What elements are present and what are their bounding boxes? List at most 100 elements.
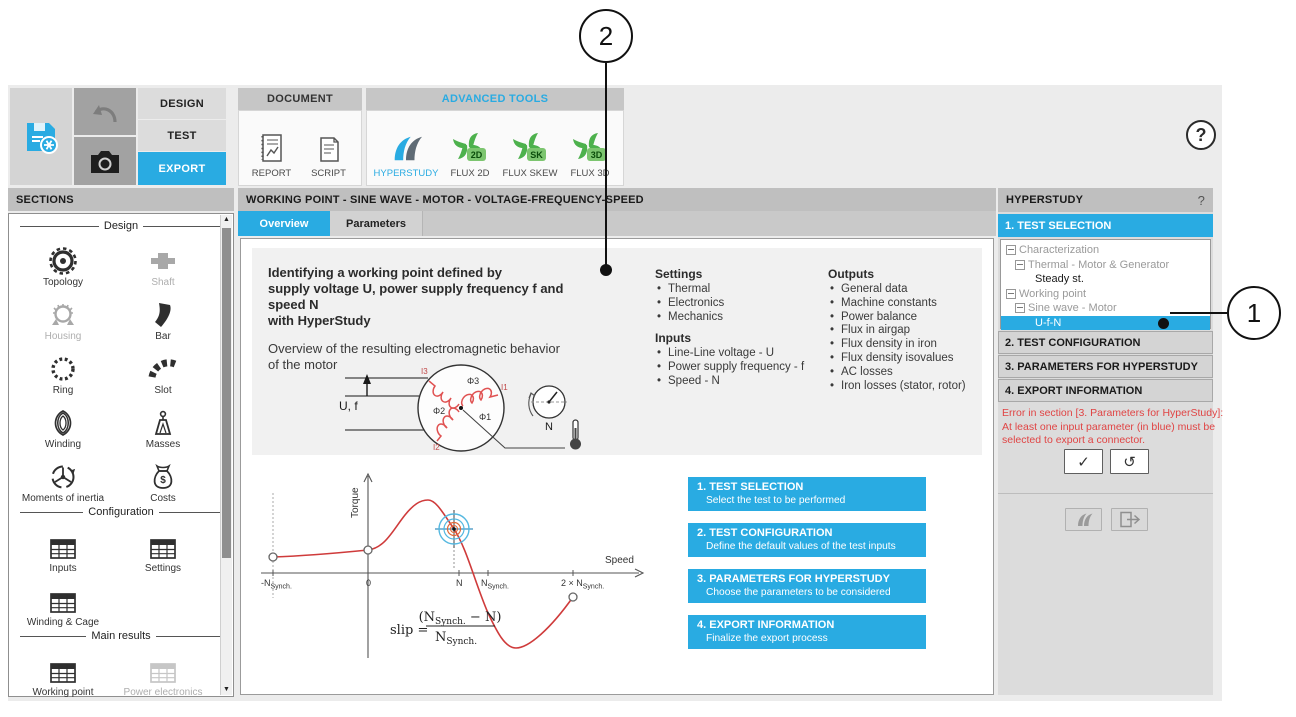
hyperstudy-label: HYPERSTUDY	[373, 168, 439, 179]
fluxskew-button[interactable]: SK FLUX SKEW	[499, 132, 561, 179]
flux2d-button[interactable]: 2D FLUX 2D	[441, 132, 499, 179]
reset-button[interactable]: ↺	[1110, 449, 1149, 474]
camera-button[interactable]	[74, 137, 136, 185]
sidebar-item-slot[interactable]: Slot	[113, 342, 213, 396]
thermometer-icon	[570, 419, 581, 450]
report-icon	[260, 134, 282, 162]
sidebar-item-winding-cage[interactable]: Winding & Cage	[13, 574, 113, 628]
section-test-selection[interactable]: 1. TEST SELECTION	[998, 214, 1213, 237]
tab-parameters[interactable]: Parameters	[330, 211, 423, 236]
save-button[interactable]	[10, 88, 72, 185]
list-item: Iron losses (stator, rotor)	[828, 380, 980, 394]
section-parameters-for-hyperstudy[interactable]: 3. PARAMETERS FOR HYPERSTUDY	[998, 355, 1213, 378]
export-connector-button[interactable]	[1111, 508, 1148, 531]
section-test-configuration[interactable]: 2. TEST CONFIGURATION	[998, 331, 1213, 354]
sidebar-item-label: Inputs	[49, 563, 77, 574]
phi3-label: Φ3	[467, 376, 479, 386]
sidebar-item-power-electronics[interactable]: Power electronics	[113, 644, 213, 698]
masses-icon	[154, 410, 172, 435]
sidebar-item-moments-of-inertia[interactable]: Moments of inertia	[13, 450, 113, 504]
sidebar-item-label: Shaft	[151, 277, 175, 288]
callout-2-dot	[600, 264, 612, 276]
list-item: Power supply frequency - f	[655, 361, 823, 375]
sidebar-item-ring[interactable]: Ring	[13, 342, 113, 396]
nav-export-button[interactable]: EXPORT	[138, 152, 226, 185]
sidebar-scrollbar[interactable]: ▲ ▼	[220, 215, 232, 695]
sidebar-item-working-point[interactable]: Working point	[13, 644, 113, 698]
tree-item-characterization[interactable]: Characterization	[1001, 243, 1210, 258]
group-configuration-label: Configuration	[88, 506, 154, 518]
nav-test-button[interactable]: TEST	[138, 120, 226, 151]
scrollbar-thumb[interactable]	[222, 228, 231, 558]
x-axis-label: Speed	[605, 555, 634, 566]
callout-2-line	[605, 63, 607, 266]
sidebar-item-winding[interactable]: Winding	[13, 396, 113, 450]
collapse-icon[interactable]	[1006, 245, 1016, 256]
table-icon	[150, 663, 176, 683]
tab-overview[interactable]: Overview	[238, 211, 330, 236]
tree-item-steady-state[interactable]: Steady st.	[1035, 273, 1084, 286]
sidebar-item-label: Bar	[155, 331, 171, 342]
scroll-up-icon[interactable]: ▲	[223, 216, 230, 223]
sidebar-item-label: Power electronics	[123, 687, 203, 698]
motor-diagram: U, f Φ1 Φ2 Φ3 I1 I2 I3 N	[339, 364, 581, 452]
flux3d-button[interactable]: 3D FLUX 3D	[561, 132, 619, 179]
refresh-icon: ↺	[1123, 452, 1136, 471]
tree-item-u-f-n[interactable]: U-f-N	[1001, 315, 1210, 330]
settings-title: Settings	[655, 267, 703, 281]
sidebar-item-housing[interactable]: Housing	[13, 288, 113, 342]
overview-heading: Identifying a working point defined by s…	[268, 265, 564, 328]
flux3d-label: FLUX 3D	[570, 168, 610, 179]
document-panel-title: DOCUMENT	[238, 88, 362, 110]
sidebar-item-shaft[interactable]: Shaft	[113, 234, 213, 288]
tree-item-thermal[interactable]: Thermal - Motor & Generator	[1001, 258, 1210, 273]
panel-help-icon[interactable]: ?	[1197, 192, 1205, 208]
hyperstudy-tool-button[interactable]: HYPERSTUDY	[371, 132, 441, 179]
tree-item-sine-wave-motor[interactable]: Sine wave - Motor	[1001, 301, 1210, 316]
sidebar-item-masses[interactable]: Masses	[113, 396, 213, 450]
undo-button[interactable]	[74, 88, 136, 135]
section-export-information[interactable]: 4. EXPORT INFORMATION	[998, 379, 1213, 402]
sidebar-item-label: Moments of inertia	[21, 493, 105, 504]
list-item: AC losses	[828, 366, 980, 380]
sidebar-item-inputs[interactable]: Inputs	[13, 520, 113, 574]
panel-divider	[998, 493, 1213, 494]
overview-subheading: Overview of the resulting electromagneti…	[268, 341, 560, 372]
sidebar-item-bar[interactable]: Bar	[113, 288, 213, 342]
outputs-title: Outputs	[828, 267, 874, 281]
flux3d-badge: 3D	[591, 150, 603, 160]
hyperstudy-export-button[interactable]	[1065, 508, 1102, 531]
speed-label: N	[545, 421, 553, 433]
fluxskew-icon: SK	[513, 133, 546, 161]
svg-text:slip =: slip =	[390, 623, 428, 638]
phi2-label: Φ2	[433, 406, 445, 416]
collapse-icon[interactable]	[1015, 303, 1025, 314]
report-button[interactable]: REPORT	[243, 132, 300, 179]
hyperstudy-icon	[394, 136, 422, 161]
group-main-results-label: Main results	[91, 630, 151, 642]
scroll-down-icon[interactable]: ▼	[223, 686, 230, 693]
callout-1-line	[1170, 312, 1227, 314]
collapse-icon[interactable]	[1015, 259, 1025, 270]
collapse-icon[interactable]	[1006, 288, 1016, 299]
sidebar-item-costs[interactable]: $ Costs	[113, 450, 213, 504]
phi1-label: Φ1	[479, 412, 491, 422]
script-button[interactable]: SCRIPT	[300, 132, 357, 179]
nav-design-button[interactable]: DESIGN	[138, 88, 226, 119]
validate-button[interactable]: ✓	[1064, 449, 1103, 474]
tree-item-working-point[interactable]: Working point	[1001, 287, 1210, 302]
hyperstudy-disabled-icon	[1077, 513, 1092, 526]
sidebar-item-label: Housing	[44, 331, 82, 342]
sidebar-item-settings[interactable]: Settings	[113, 520, 213, 574]
flux2d-badge: 2D	[471, 150, 483, 160]
help-button[interactable]: ?	[1186, 120, 1216, 150]
slip-formula: slip = (NSynch. − N) NSynch.	[390, 610, 501, 647]
sidebar-item-label: Winding & Cage	[26, 617, 100, 628]
inertia-icon	[51, 465, 76, 489]
flux3d-icon: 3D	[573, 133, 606, 161]
page-title: WORKING POINT - SINE WAVE - MOTOR - VOLT…	[238, 188, 996, 211]
ring-icon	[51, 357, 75, 381]
check-icon: ✓	[1077, 452, 1090, 471]
group-main-results-separator: Main results	[15, 628, 227, 644]
sidebar-item-topology[interactable]: Topology	[13, 234, 113, 288]
